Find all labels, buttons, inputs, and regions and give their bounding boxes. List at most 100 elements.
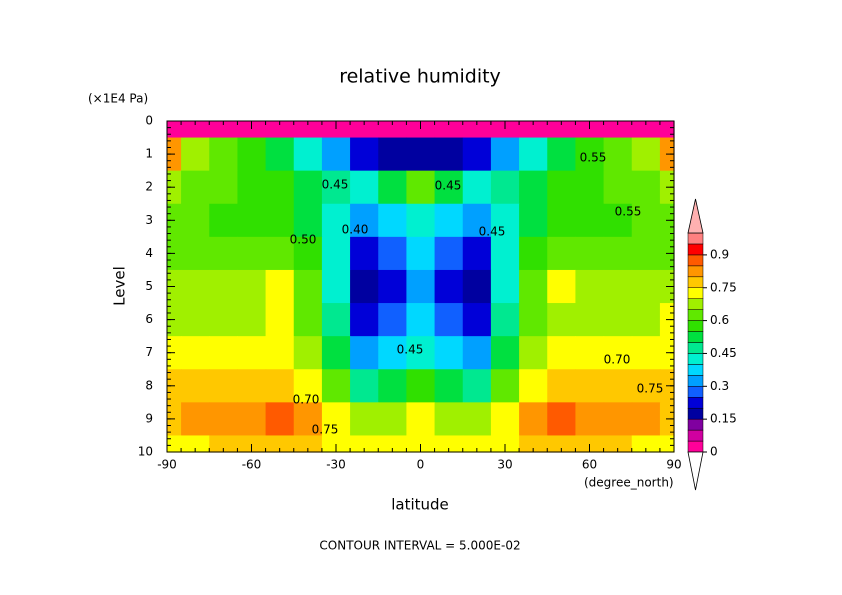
contour-cell	[321, 170, 351, 205]
contour-cell	[293, 402, 323, 437]
contour-cell	[209, 203, 239, 238]
x-tick-label: 90	[666, 458, 681, 472]
contour-cell	[209, 121, 239, 139]
colorbar-tick-label: 0.9	[710, 247, 729, 261]
contour-cell	[321, 203, 351, 238]
contour-label: 0.45	[479, 225, 506, 239]
colorbar-band	[687, 287, 704, 299]
contour-cell	[181, 369, 210, 403]
contour-cell	[378, 336, 408, 370]
contour-cell	[350, 269, 379, 304]
contour-cell	[490, 236, 520, 271]
contour-cell	[462, 336, 492, 370]
contour-cell	[547, 137, 577, 172]
contour-cell	[603, 137, 633, 172]
colorbar-band	[687, 353, 704, 365]
contour-cell	[659, 121, 675, 139]
contour-cell	[237, 269, 267, 304]
contour-cell	[209, 402, 239, 437]
contour-cell	[378, 269, 408, 304]
contour-cell	[209, 236, 239, 271]
contour-cell	[209, 269, 239, 304]
contour-cell	[406, 137, 436, 172]
contour-cell	[237, 336, 267, 370]
contour-cell	[209, 369, 239, 403]
colorbar-band	[687, 397, 704, 409]
contour-cell	[293, 369, 323, 403]
x-tick-label: 0	[417, 458, 425, 472]
contour-cell	[406, 170, 436, 205]
contour-cell	[167, 121, 182, 139]
contour-cell	[406, 402, 436, 437]
contour-cell	[462, 269, 492, 304]
contour-cell	[659, 435, 675, 453]
contour-cell	[575, 369, 605, 403]
contour-cell	[406, 336, 436, 370]
contour-cell	[406, 303, 436, 337]
contour-cell	[265, 303, 295, 337]
colorbar-band	[687, 309, 704, 321]
contour-cell	[181, 336, 210, 370]
contour-cell	[265, 137, 295, 172]
contour-cell	[350, 121, 379, 139]
contour-cell	[265, 236, 295, 271]
contour-cell	[378, 236, 408, 271]
contour-cell	[167, 435, 182, 453]
contour-cell	[406, 369, 436, 403]
contour-cell	[237, 369, 267, 403]
contour-cell	[293, 121, 323, 139]
contour-cell	[265, 402, 295, 437]
contour-cell	[462, 170, 492, 205]
x-axis-label: latitude	[391, 496, 449, 514]
contour-cell	[434, 336, 464, 370]
contour-cell	[406, 203, 436, 238]
contour-cell	[519, 369, 548, 403]
y-tick-label: 6	[145, 312, 153, 326]
contour-cell	[265, 369, 295, 403]
contour-label: 0.45	[435, 179, 462, 193]
contour-cell	[434, 369, 464, 403]
contour-cell	[603, 435, 633, 453]
contour-cell	[434, 402, 464, 437]
y-tick-label: 7	[145, 345, 153, 359]
contour-cell	[490, 203, 520, 238]
contour-cell	[575, 236, 605, 271]
contour-cell	[434, 236, 464, 271]
colorbar-tick-label: 0.45	[710, 346, 737, 360]
contour-cell	[406, 121, 436, 139]
contour-cell	[631, 336, 661, 370]
contour-cell	[547, 269, 577, 304]
contour-cell	[209, 435, 239, 453]
contour-cell	[237, 303, 267, 337]
contour-cell	[378, 303, 408, 337]
contour-cell	[350, 203, 379, 238]
contour-cell	[631, 121, 661, 139]
contour-cell	[209, 336, 239, 370]
colorbar-tick-label: 0.15	[710, 412, 737, 426]
colorbar-band	[687, 320, 704, 332]
contour-cell	[631, 369, 661, 403]
colorbar-band	[687, 429, 704, 442]
contour-cell	[237, 236, 267, 271]
contour-cell	[631, 236, 661, 271]
y-tick-label: 2	[145, 180, 153, 194]
contour-cell	[547, 369, 577, 403]
colorbar-band	[687, 298, 704, 310]
contour-cell	[434, 303, 464, 337]
contour-cell	[603, 269, 633, 304]
y-tick-label: 4	[145, 246, 153, 260]
contour-cell	[462, 121, 492, 139]
contour-cell	[631, 435, 661, 453]
contour-label: 0.70	[293, 393, 320, 407]
contour-cell	[237, 170, 267, 205]
contour-cell	[350, 369, 379, 403]
contour-cell	[181, 137, 210, 172]
contour-cell	[631, 303, 661, 337]
contour-label: 0.75	[312, 423, 339, 437]
contour-cell	[547, 303, 577, 337]
contour-cell	[265, 269, 295, 304]
contour-cell	[490, 303, 520, 337]
contour-label: 0.70	[604, 353, 631, 367]
contour-cell	[603, 236, 633, 271]
contour-cell	[575, 170, 605, 205]
